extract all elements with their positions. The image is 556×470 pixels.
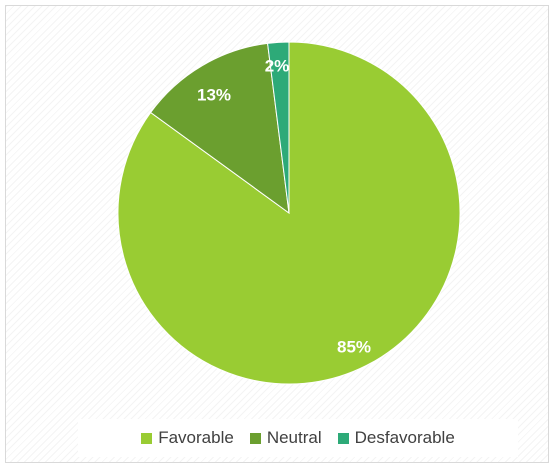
pie-data-labels: 85% 13% 2% <box>197 56 371 356</box>
pie-slice-favorable <box>117 41 461 385</box>
legend-label-neutral: Neutral <box>266 428 322 447</box>
pie-slice-neutral <box>149 42 290 215</box>
legend-label-desfavorable: Desfavorable <box>354 428 455 447</box>
legend-swatch-desfavorable <box>337 432 349 444</box>
pie-chart: 85% 13% 2% <box>117 41 461 385</box>
data-label-desfavorable: 2% <box>265 56 290 75</box>
legend-swatch-favorable <box>141 432 153 444</box>
legend-item-neutral: Neutral <box>249 428 322 448</box>
legend-label-favorable: Favorable <box>158 428 234 447</box>
chart-area: 85% 13% 2% Favorable Neutral Desfavorable <box>5 5 549 463</box>
data-label-neutral: 13% <box>197 85 231 104</box>
data-label-favorable: 85% <box>337 337 371 356</box>
legend-item-favorable: Favorable <box>141 428 234 448</box>
legend: Favorable Neutral Desfavorable <box>78 419 518 457</box>
pie-slices <box>117 41 461 385</box>
pie-slice-desfavorable <box>267 41 290 214</box>
legend-swatch-neutral <box>249 432 261 444</box>
legend-item-desfavorable: Desfavorable <box>337 428 455 448</box>
